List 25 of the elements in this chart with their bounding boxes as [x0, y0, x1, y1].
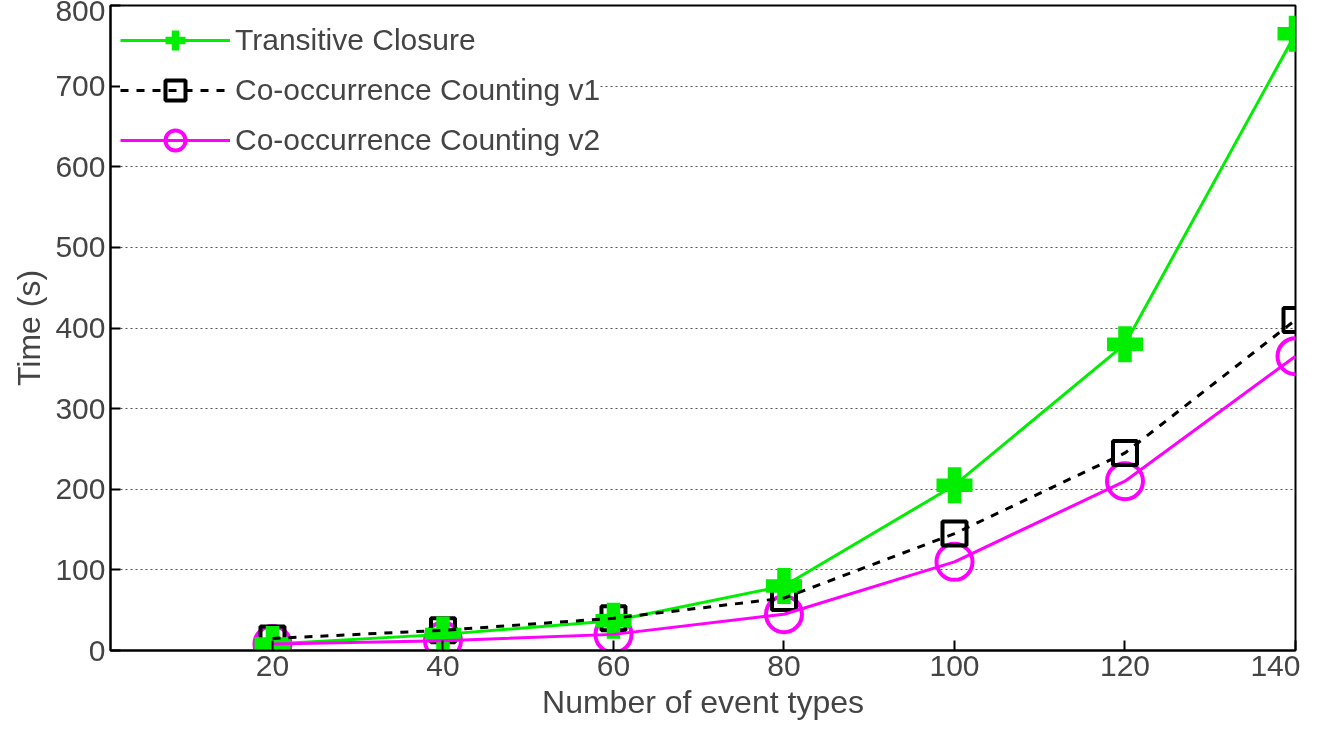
- point: [1107, 326, 1143, 363]
- y-tick-label: 700: [55, 69, 106, 103]
- y-tick-label: 600: [55, 149, 106, 183]
- point: [940, 519, 969, 548]
- legend-label: Co-occurrence Counting v1: [235, 73, 601, 107]
- x-tick-label: 40: [426, 648, 460, 682]
- x-tick-label: 120: [1099, 648, 1151, 682]
- legend-label: Transitive Closure: [235, 23, 476, 57]
- x-tick-label: 60: [596, 648, 631, 682]
- y-tick-label: 800: [55, 0, 106, 27]
- x-tick-label: 100: [929, 648, 980, 682]
- x-tick-label: 140: [1250, 648, 1301, 682]
- y-tick-label: 0: [88, 633, 106, 667]
- y-tick-label: 100: [55, 552, 106, 586]
- y-tick-label: 300: [55, 391, 106, 425]
- legend-label: Co-occurrence Counting v2: [235, 123, 601, 157]
- y-axis-title: Time (s): [11, 269, 48, 387]
- y-tick-label: 200: [55, 472, 106, 506]
- point: [936, 467, 973, 504]
- y-tick-label: 400: [55, 311, 106, 344]
- y-tick-label: 500: [55, 230, 106, 264]
- x-axis-title: Number of event types: [542, 683, 864, 720]
- x-tick-label: 20: [255, 648, 290, 682]
- x-tick-label: 80: [767, 648, 801, 682]
- point: [1111, 438, 1139, 467]
